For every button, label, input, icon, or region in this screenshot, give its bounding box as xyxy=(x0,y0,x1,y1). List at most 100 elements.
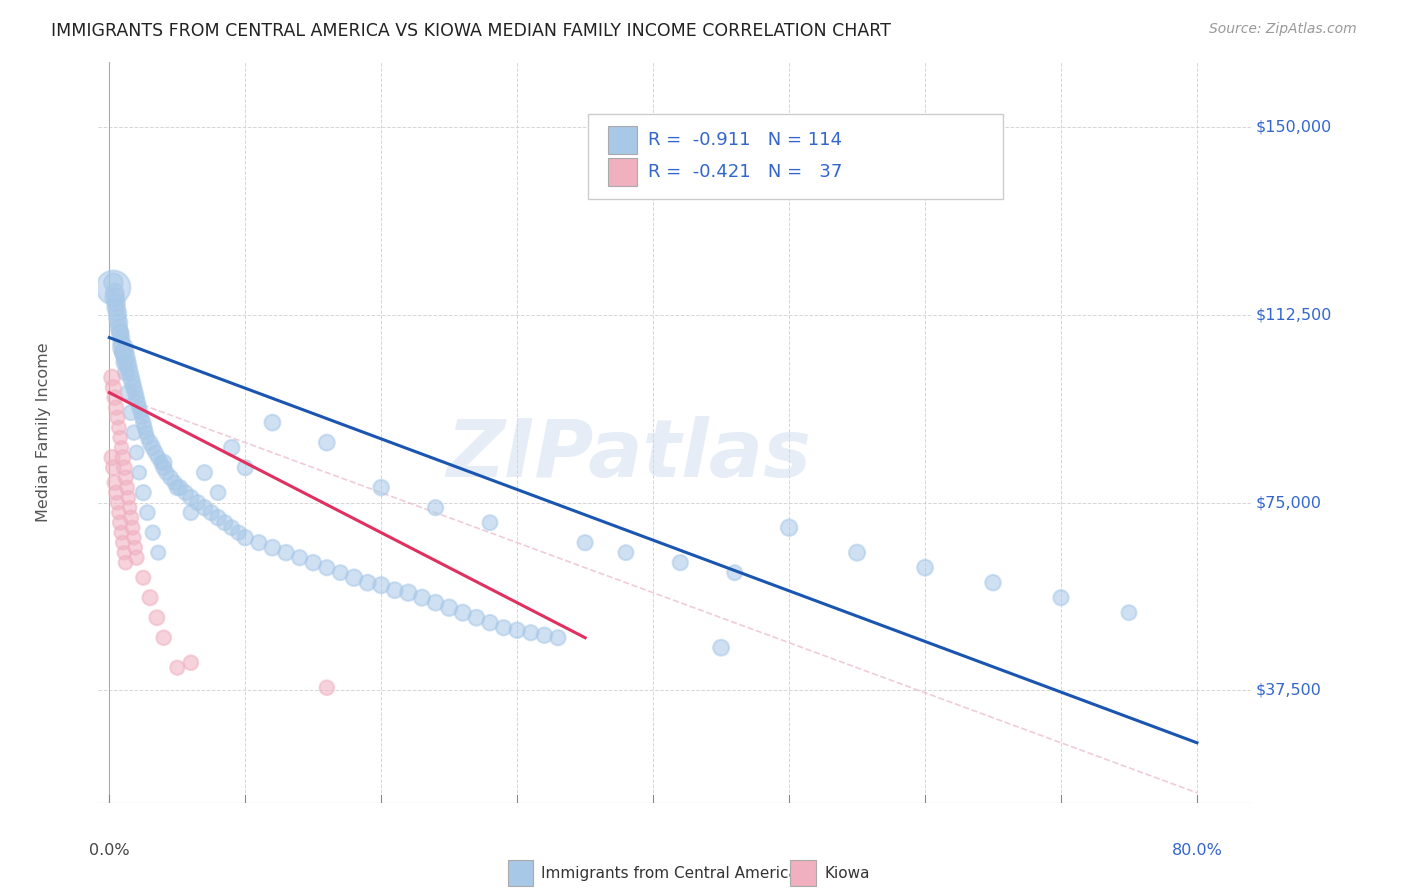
Text: $37,500: $37,500 xyxy=(1256,682,1322,698)
Point xyxy=(111,341,134,355)
Point xyxy=(111,535,134,549)
Point xyxy=(169,481,191,495)
Point xyxy=(108,420,131,434)
Point xyxy=(329,566,352,580)
Point xyxy=(180,656,202,670)
Point xyxy=(107,305,129,319)
Point xyxy=(104,391,127,405)
Point xyxy=(159,470,181,484)
Point xyxy=(125,391,148,405)
Point xyxy=(110,335,132,350)
Point xyxy=(124,541,146,555)
Point xyxy=(214,516,236,530)
Point xyxy=(120,510,142,524)
Point xyxy=(437,600,460,615)
Point xyxy=(149,456,172,470)
Text: IMMIGRANTS FROM CENTRAL AMERICA VS KIOWA MEDIAN FAMILY INCOME CORRELATION CHART: IMMIGRANTS FROM CENTRAL AMERICA VS KIOWA… xyxy=(51,22,890,40)
Point xyxy=(152,631,174,645)
Point xyxy=(112,355,135,369)
Point xyxy=(125,445,148,459)
Point xyxy=(221,521,243,535)
Point xyxy=(200,506,222,520)
Point xyxy=(142,441,165,455)
Point xyxy=(105,401,128,415)
Point xyxy=(135,425,157,440)
Point xyxy=(108,326,131,340)
Point xyxy=(134,420,156,434)
Point xyxy=(111,345,134,359)
Point xyxy=(128,466,150,480)
Point xyxy=(103,381,125,395)
Point xyxy=(315,560,337,574)
Point xyxy=(187,496,209,510)
Point xyxy=(506,624,529,638)
Point xyxy=(136,431,159,445)
Point xyxy=(115,355,138,369)
Text: $112,500: $112,500 xyxy=(1256,308,1331,323)
Point xyxy=(547,631,569,645)
Point xyxy=(207,510,229,524)
Point xyxy=(104,291,127,305)
Point xyxy=(343,571,366,585)
Text: $150,000: $150,000 xyxy=(1256,120,1331,135)
Point xyxy=(121,521,143,535)
FancyBboxPatch shape xyxy=(607,158,637,186)
Point xyxy=(315,435,337,450)
Point xyxy=(122,381,145,395)
Point xyxy=(101,450,124,465)
Point xyxy=(104,285,127,300)
Point xyxy=(112,460,135,475)
Text: ZIPatlas: ZIPatlas xyxy=(446,416,811,494)
Text: Immigrants from Central America: Immigrants from Central America xyxy=(541,865,799,880)
Point xyxy=(370,578,392,592)
Point xyxy=(145,445,167,459)
Point xyxy=(117,360,139,375)
Point xyxy=(478,516,501,530)
Point xyxy=(131,410,153,425)
FancyBboxPatch shape xyxy=(790,860,815,887)
Text: Source: ZipAtlas.com: Source: ZipAtlas.com xyxy=(1209,22,1357,37)
Point xyxy=(111,450,134,465)
Point xyxy=(112,546,135,560)
Point xyxy=(117,491,139,505)
Point xyxy=(669,556,692,570)
Text: $75,000: $75,000 xyxy=(1256,495,1322,510)
Point xyxy=(108,506,131,520)
Point xyxy=(114,470,136,484)
Point xyxy=(105,295,128,310)
Point xyxy=(228,525,250,540)
Point xyxy=(520,625,543,640)
Point xyxy=(425,596,447,610)
Point xyxy=(125,550,148,565)
Point xyxy=(101,370,124,384)
Point xyxy=(451,606,474,620)
Point xyxy=(274,546,297,560)
Point xyxy=(724,566,747,580)
Point xyxy=(139,591,162,605)
Point xyxy=(846,546,869,560)
Point xyxy=(148,450,170,465)
Point xyxy=(411,591,433,605)
Point xyxy=(127,395,149,409)
Point xyxy=(132,571,155,585)
Point xyxy=(478,615,501,630)
Point xyxy=(247,535,270,549)
Point xyxy=(108,326,131,340)
Point xyxy=(1118,606,1140,620)
Point xyxy=(110,525,132,540)
Point xyxy=(465,611,488,625)
Point xyxy=(104,475,127,490)
Point xyxy=(207,485,229,500)
Point xyxy=(262,541,284,555)
Point xyxy=(396,585,419,599)
Point xyxy=(120,370,142,384)
Point xyxy=(155,466,177,480)
Point xyxy=(110,330,132,344)
Point xyxy=(492,621,515,635)
Point xyxy=(118,500,141,515)
Point xyxy=(108,320,131,334)
Point xyxy=(146,611,169,625)
Point xyxy=(163,475,186,490)
Point xyxy=(132,485,155,500)
Point xyxy=(384,583,406,598)
